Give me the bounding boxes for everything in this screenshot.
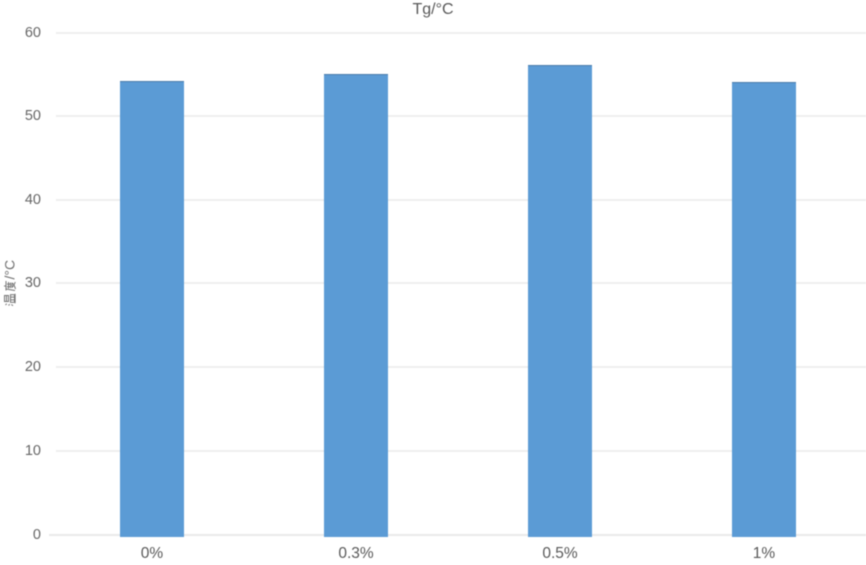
svg-text:/°C: /°C <box>4 260 17 280</box>
